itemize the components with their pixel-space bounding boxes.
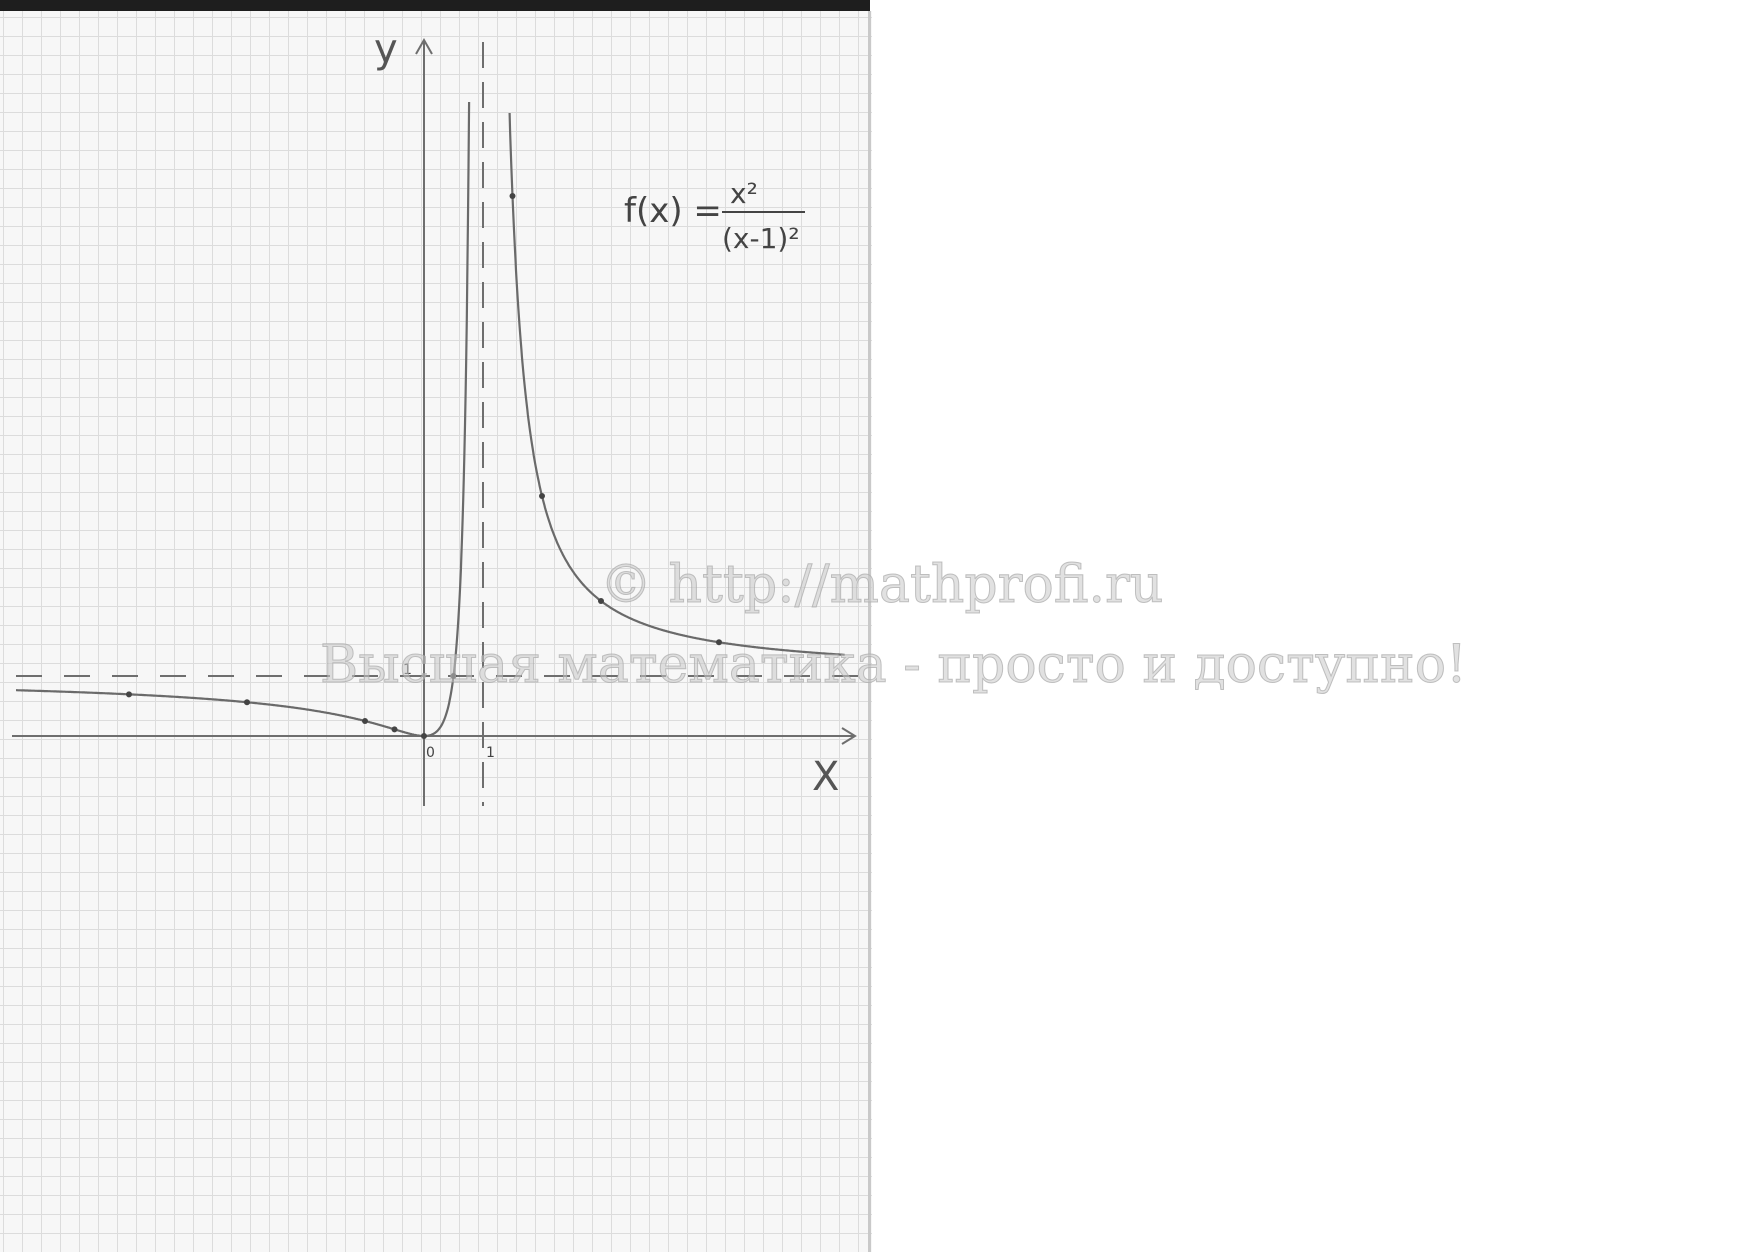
- x-tick-label-1: 1: [486, 745, 495, 761]
- function-plot: X y 0 1 1 f(x) = x² (x-1)²: [12, 26, 860, 806]
- data-point-4: [421, 733, 427, 739]
- graph-paper-sheet: [0, 11, 872, 1252]
- x-axis-label: X: [812, 754, 839, 800]
- data-point-1: [244, 699, 250, 706]
- y-axis-arrow-icon: [415, 37, 433, 55]
- y-axis-label: y: [374, 26, 398, 72]
- x-axis-arrow-icon: [841, 727, 857, 745]
- top-dark-strip: [0, 0, 870, 11]
- function-curve-right-branch: [508, 112, 845, 656]
- formula-lhs: f(x) =: [624, 191, 722, 231]
- formula-numerator: x²: [730, 177, 758, 210]
- watermark-url: © http://mathprofi.ru: [599, 555, 1164, 616]
- data-point-5: [450, 673, 457, 679]
- data-points: [126, 193, 722, 739]
- data-point-6: [509, 193, 516, 199]
- data-point-9: [716, 639, 722, 646]
- data-point-0: [126, 691, 132, 698]
- sheet-edge: [868, 11, 871, 1252]
- x-tick-label-0: 0: [426, 745, 435, 761]
- data-point-2: [362, 718, 368, 724]
- watermark-slogan: Высшая математика - просто и доступно!: [320, 635, 1468, 696]
- formula-annotation: f(x) = x² (x-1)²: [624, 177, 805, 255]
- y-tick-label-1: 1: [403, 662, 412, 678]
- data-point-3: [391, 726, 398, 733]
- formula-denominator: (x-1)²: [722, 222, 800, 255]
- data-point-7: [539, 493, 545, 499]
- data-point-8: [598, 598, 604, 604]
